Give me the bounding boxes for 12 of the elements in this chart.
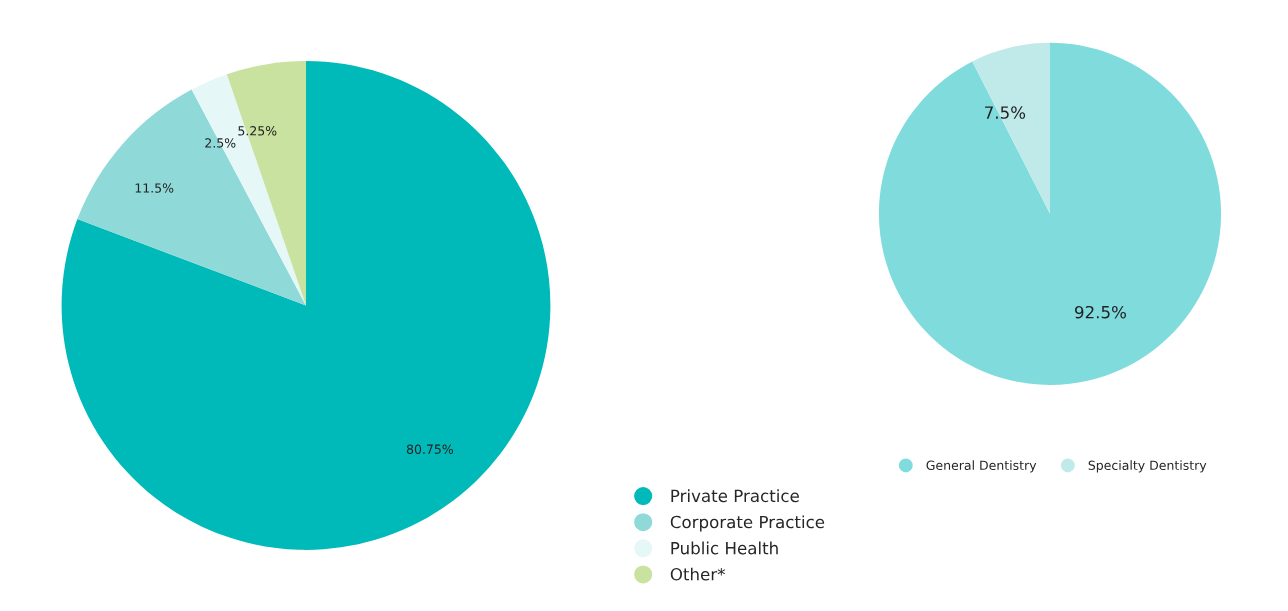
legend-label: Specialty Dentistry bbox=[1088, 460, 1207, 473]
data-label: 80.75% bbox=[406, 444, 454, 454]
data-label: 11.5% bbox=[135, 183, 174, 193]
data-label: 2.5% bbox=[205, 138, 236, 148]
data-label: 7.5% bbox=[985, 106, 1026, 119]
data-label: 5.25% bbox=[238, 126, 277, 136]
legend-label: Other* bbox=[670, 567, 725, 581]
legend-label: General Dentistry bbox=[926, 460, 1037, 473]
legend-label: Public Health bbox=[671, 541, 778, 555]
legend-label: Corporate Practice bbox=[670, 515, 825, 532]
legend-label: Private Practice bbox=[671, 489, 799, 503]
data-label: 92.5% bbox=[1075, 305, 1126, 319]
